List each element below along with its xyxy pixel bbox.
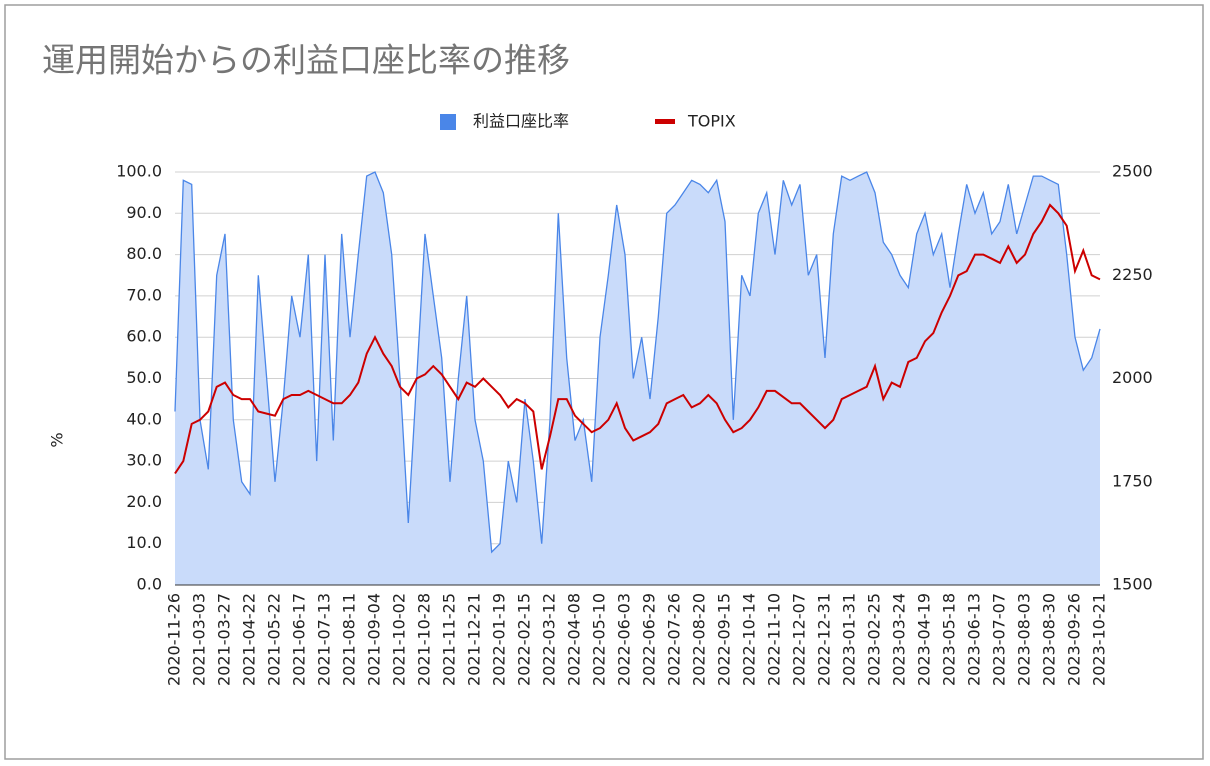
x-tick-label: 2023-06-13 — [965, 593, 984, 686]
x-tick-label: 2022-06-29 — [640, 593, 659, 686]
x-tick-label: 2021-05-22 — [265, 593, 284, 686]
x-tick-label: 2022-02-15 — [515, 593, 534, 686]
x-tick-label: 2022-01-19 — [490, 593, 509, 686]
y2-tick-label: 1500 — [1112, 575, 1153, 594]
y-tick-label: 60.0 — [126, 327, 162, 346]
y-tick-label: 30.0 — [126, 451, 162, 470]
x-tick-label: 2021-03-27 — [215, 593, 234, 686]
y-tick-label: 10.0 — [126, 533, 162, 552]
x-tick-label: 2023-04-19 — [915, 593, 934, 686]
legend-label: 利益口座比率 — [473, 112, 569, 131]
x-tick-label: 2022-05-10 — [590, 593, 609, 686]
y2-tick-label: 1750 — [1112, 471, 1153, 490]
area-fill — [175, 172, 1100, 585]
x-tick-label: 2022-07-26 — [665, 593, 684, 686]
x-tick-label: 2021-11-25 — [440, 593, 459, 686]
x-tick-label: 2022-03-12 — [540, 593, 559, 686]
x-tick-label: 2021-12-21 — [465, 593, 484, 686]
x-tick-label: 2022-04-08 — [565, 593, 584, 686]
y-tick-label: 0.0 — [137, 575, 162, 594]
x-tick-label: 2023-09-26 — [1065, 593, 1084, 686]
x-tick-label: 2021-09-04 — [365, 593, 384, 686]
area-line — [174, 171, 1101, 554]
x-tick-label: 2023-08-03 — [1015, 593, 1034, 686]
x-tick-label: 2023-10-21 — [1090, 593, 1109, 686]
y-tick-label: 90.0 — [126, 203, 162, 222]
x-tick-label: 2022-12-31 — [815, 593, 834, 686]
y-tick-label: 20.0 — [126, 492, 162, 511]
x-tick-label: 2021-03-03 — [190, 593, 209, 686]
x-tick-label: 2023-07-07 — [990, 593, 1009, 686]
x-tick-label: 2022-11-10 — [765, 593, 784, 686]
legend-swatch — [440, 114, 456, 130]
y2-tick-label: 2000 — [1112, 368, 1153, 387]
x-tick-label: 2023-08-30 — [1040, 593, 1059, 686]
x-tick-label: 2021-07-13 — [315, 593, 334, 686]
x-tick-label: 2022-06-03 — [615, 593, 634, 686]
y-tick-label: 80.0 — [126, 244, 162, 263]
x-tick-label: 2023-02-25 — [865, 593, 884, 686]
y-tick-label: 70.0 — [126, 285, 162, 304]
x-tick-label: 2021-06-17 — [290, 593, 309, 686]
x-tick-label: 2022-12-07 — [790, 593, 809, 686]
x-tick-label: 2021-04-22 — [240, 593, 259, 686]
x-tick-label: 2023-01-31 — [840, 593, 859, 686]
x-tick-label: 2023-05-18 — [940, 593, 959, 686]
x-tick-label: 2022-08-20 — [690, 593, 709, 686]
x-tick-label: 2021-10-02 — [390, 593, 409, 686]
x-tick-label: 2022-10-14 — [740, 593, 759, 686]
x-tick-label: 2021-08-11 — [340, 593, 359, 686]
x-tick-label: 2020-11-26 — [165, 593, 184, 686]
y-tick-label: 40.0 — [126, 409, 162, 428]
legend-label: TOPIX — [687, 112, 736, 131]
y-axis-label: % — [48, 432, 67, 447]
line — [174, 203, 1101, 475]
y-tick-label: 100.0 — [116, 162, 162, 181]
y2-tick-label: 2500 — [1112, 162, 1153, 181]
x-tick-label: 2021-10-28 — [415, 593, 434, 686]
x-tick-label: 2023-03-24 — [890, 593, 909, 686]
y-tick-label: 50.0 — [126, 368, 162, 387]
chart-title: 運用開始からの利益口座比率の推移 — [42, 41, 570, 80]
legend-swatch — [655, 119, 675, 124]
x-tick-label: 2022-09-15 — [715, 593, 734, 686]
y2-tick-label: 2250 — [1112, 265, 1153, 284]
